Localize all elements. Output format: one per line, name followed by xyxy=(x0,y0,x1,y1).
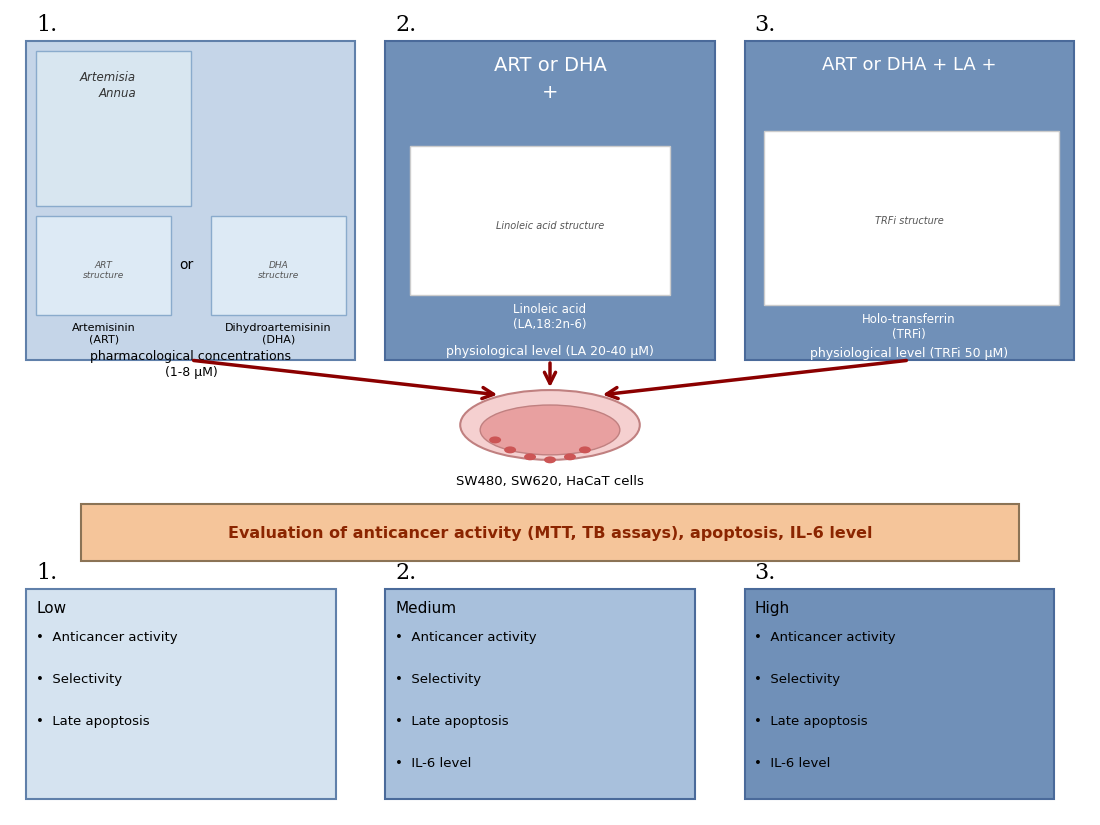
Text: Artemisia
Annua: Artemisia Annua xyxy=(80,71,136,100)
Text: 1.: 1. xyxy=(36,14,57,36)
Text: Evaluation of anticancer activity (MTT, TB assays), apoptosis, IL-6 level: Evaluation of anticancer activity (MTT, … xyxy=(228,526,872,541)
Text: Low: Low xyxy=(36,601,66,616)
Ellipse shape xyxy=(504,446,516,454)
Text: ART or DHA + LA +: ART or DHA + LA + xyxy=(822,56,997,74)
FancyBboxPatch shape xyxy=(211,215,345,315)
Ellipse shape xyxy=(544,456,556,464)
FancyBboxPatch shape xyxy=(36,215,170,315)
FancyBboxPatch shape xyxy=(410,146,670,295)
Text: Linoleic acid structure: Linoleic acid structure xyxy=(496,220,604,231)
Text: •  Selectivity: • Selectivity xyxy=(755,673,840,686)
Text: SW480, SW620, HaCaT cells: SW480, SW620, HaCaT cells xyxy=(456,475,644,488)
Text: pharmacological concentrations
(1-8 μM): pharmacological concentrations (1-8 μM) xyxy=(90,350,292,380)
Text: •  IL-6 level: • IL-6 level xyxy=(395,757,472,770)
Text: •  Late apoptosis: • Late apoptosis xyxy=(36,715,150,728)
Text: ART
structure: ART structure xyxy=(82,261,124,280)
FancyBboxPatch shape xyxy=(36,51,191,205)
FancyBboxPatch shape xyxy=(764,131,1058,305)
Text: •  IL-6 level: • IL-6 level xyxy=(755,757,830,770)
Text: •  Anticancer activity: • Anticancer activity xyxy=(395,631,537,644)
Text: •  Late apoptosis: • Late apoptosis xyxy=(395,715,509,728)
FancyBboxPatch shape xyxy=(26,589,335,799)
Text: DHA
structure: DHA structure xyxy=(257,261,299,280)
FancyBboxPatch shape xyxy=(745,589,1054,799)
Text: •  Late apoptosis: • Late apoptosis xyxy=(755,715,868,728)
Text: •  Selectivity: • Selectivity xyxy=(395,673,482,686)
Text: 3.: 3. xyxy=(755,14,775,36)
Ellipse shape xyxy=(579,446,591,454)
Text: •  Anticancer activity: • Anticancer activity xyxy=(36,631,178,644)
FancyBboxPatch shape xyxy=(385,41,715,361)
Text: •  Selectivity: • Selectivity xyxy=(36,673,122,686)
Ellipse shape xyxy=(564,454,576,460)
Ellipse shape xyxy=(460,390,640,460)
FancyBboxPatch shape xyxy=(81,504,1019,562)
Text: Artemisinin
(ART): Artemisinin (ART) xyxy=(72,323,135,345)
Text: High: High xyxy=(755,601,790,616)
Text: Linoleic acid
(LA,18:2n-6): Linoleic acid (LA,18:2n-6) xyxy=(514,304,586,332)
Ellipse shape xyxy=(481,405,619,455)
Text: Holo-transferrin
(TRFi): Holo-transferrin (TRFi) xyxy=(862,314,956,342)
Ellipse shape xyxy=(490,436,502,443)
Text: ART or DHA
+: ART or DHA + xyxy=(494,56,606,101)
Text: Medium: Medium xyxy=(395,601,456,616)
Text: 2.: 2. xyxy=(395,563,417,584)
Text: Dihydroartemisinin
(DHA): Dihydroartemisinin (DHA) xyxy=(224,323,331,345)
FancyBboxPatch shape xyxy=(745,41,1074,361)
Text: 1.: 1. xyxy=(36,563,57,584)
FancyBboxPatch shape xyxy=(385,589,694,799)
Text: TRFi structure: TRFi structure xyxy=(874,215,944,226)
Text: physiological level (TRFi 50 μM): physiological level (TRFi 50 μM) xyxy=(810,347,1009,361)
Ellipse shape xyxy=(524,454,536,460)
Text: 3.: 3. xyxy=(755,563,775,584)
Text: physiological level (LA 20-40 μM): physiological level (LA 20-40 μM) xyxy=(447,345,653,358)
Text: •  Anticancer activity: • Anticancer activity xyxy=(755,631,896,644)
Text: 2.: 2. xyxy=(395,14,417,36)
FancyBboxPatch shape xyxy=(26,41,355,361)
Text: or: or xyxy=(179,258,192,272)
